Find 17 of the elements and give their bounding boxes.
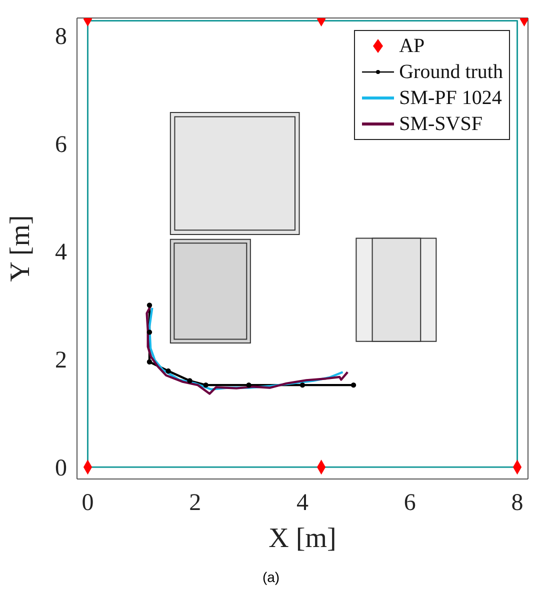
x-tick-label: 2 — [189, 490, 202, 516]
x-tick-label: 0 — [82, 490, 94, 516]
legend-label: SM-SVSF — [399, 112, 482, 137]
y-tick-label: 2 — [55, 348, 67, 374]
x-tick-label: 6 — [404, 490, 416, 516]
x-tick-label: 8 — [511, 490, 524, 516]
legend-label: AP — [399, 34, 425, 59]
legend-label: Ground truth — [399, 60, 503, 85]
y-tick-label: 4 — [55, 240, 67, 266]
y-tick-label: 0 — [55, 456, 67, 482]
y-tick-label: 8 — [55, 24, 67, 50]
y-tick-label: 6 — [55, 132, 67, 158]
y-axis-title: Y [m] — [4, 215, 36, 282]
text: (a) — [261, 569, 281, 585]
legend-label: SM-PF 1024 — [399, 86, 502, 111]
x-axis-title: X [m] — [268, 523, 336, 554]
x-tick-label: 4 — [296, 490, 308, 516]
